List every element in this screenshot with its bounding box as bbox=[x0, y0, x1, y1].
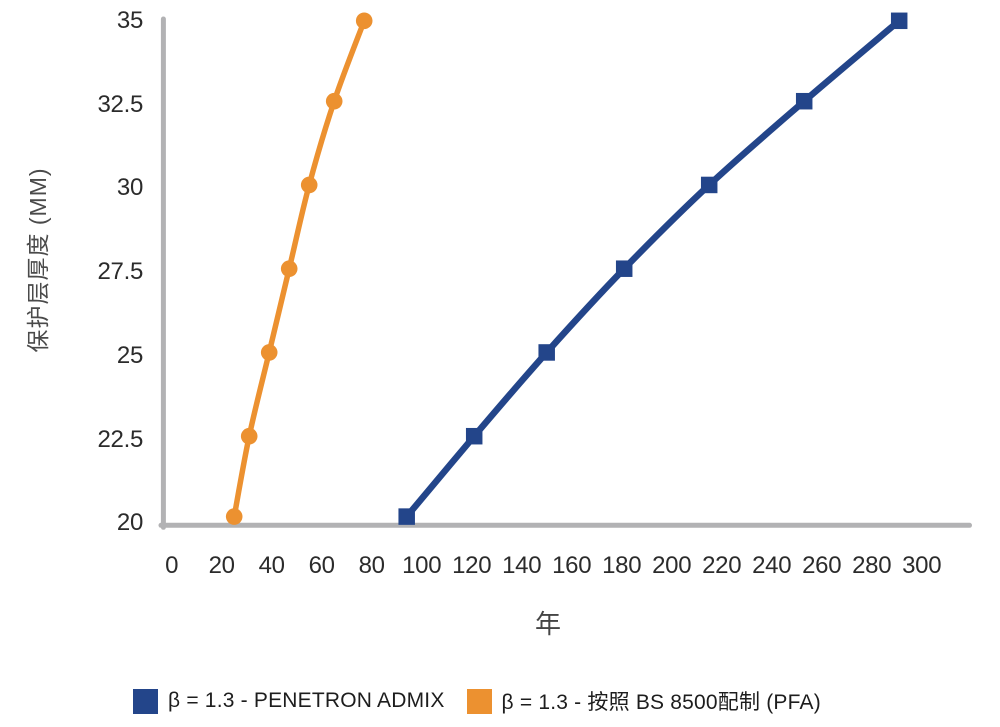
legend-item-penetron-admix: β = 1.3 - PENETRON ADMIX bbox=[133, 688, 445, 714]
y-tick-label: 22.5 bbox=[97, 425, 143, 453]
data-point-marker-circle bbox=[280, 260, 298, 278]
x-tick-label: 20 bbox=[208, 552, 235, 579]
legend-swatch-blue-square-icon bbox=[133, 688, 158, 714]
legend-swatch-orange-square-icon bbox=[466, 688, 492, 714]
x-tick-label: 60 bbox=[308, 552, 335, 579]
y-tick-label: 32.5 bbox=[97, 90, 143, 118]
x-tick-label: 220 bbox=[702, 552, 742, 579]
data-point-marker-circle bbox=[225, 508, 243, 525]
x-tick-label: 40 bbox=[258, 552, 285, 579]
data-point-marker-square bbox=[615, 260, 633, 277]
data-point-marker-circle bbox=[325, 92, 343, 110]
legend-label-bs8500-pfa: β = 1.3 - 按照 BS 8500配制 (PFA) bbox=[501, 691, 821, 714]
data-point-marker-square bbox=[700, 176, 718, 194]
x-tick-label: 300 bbox=[902, 552, 942, 579]
x-tick-label: 0 bbox=[165, 552, 179, 579]
data-point-marker-square bbox=[890, 12, 908, 30]
data-point-marker-circle bbox=[300, 176, 318, 194]
data-point-marker-square bbox=[398, 508, 415, 525]
data-point-marker-square bbox=[795, 92, 813, 110]
legend-item-bs8500-pfa: β = 1.3 - 按照 BS 8500配制 (PFA) bbox=[466, 686, 821, 716]
y-axis-title: 保护层厚度 (MM) bbox=[25, 167, 51, 353]
data-point-marker-circle bbox=[240, 427, 258, 445]
x-tick-label: 260 bbox=[802, 552, 842, 579]
data-point-marker-square bbox=[538, 344, 555, 361]
data-point-marker-circle bbox=[260, 344, 278, 361]
x-axis-title: 年 bbox=[534, 609, 562, 639]
x-tick-label: 80 bbox=[358, 552, 385, 579]
x-tick-label: 200 bbox=[652, 552, 692, 579]
data-point-marker-circle bbox=[355, 12, 373, 30]
y-tick-label: 27.5 bbox=[97, 258, 143, 286]
data-point-marker-square bbox=[465, 427, 483, 445]
x-tick-label: 100 bbox=[402, 552, 442, 579]
legend-label-penetron-admix: β = 1.3 - PENETRON ADMIX bbox=[168, 689, 445, 712]
x-tick-label: 280 bbox=[852, 552, 892, 579]
y-tick-label: 35 bbox=[116, 6, 143, 34]
y-tick-label: 20 bbox=[116, 509, 143, 537]
y-tick-label: 25 bbox=[116, 341, 143, 369]
x-tick-label: 180 bbox=[602, 552, 642, 579]
x-tick-label: 160 bbox=[552, 552, 592, 579]
y-tick-label: 30 bbox=[116, 174, 143, 202]
x-tick-label: 240 bbox=[752, 552, 792, 579]
x-tick-label: 120 bbox=[452, 552, 492, 579]
legend: β = 1.3 - PENETRON ADMIX β = 1.3 - 按照 BS… bbox=[133, 686, 821, 716]
x-tick-label: 140 bbox=[502, 552, 542, 579]
